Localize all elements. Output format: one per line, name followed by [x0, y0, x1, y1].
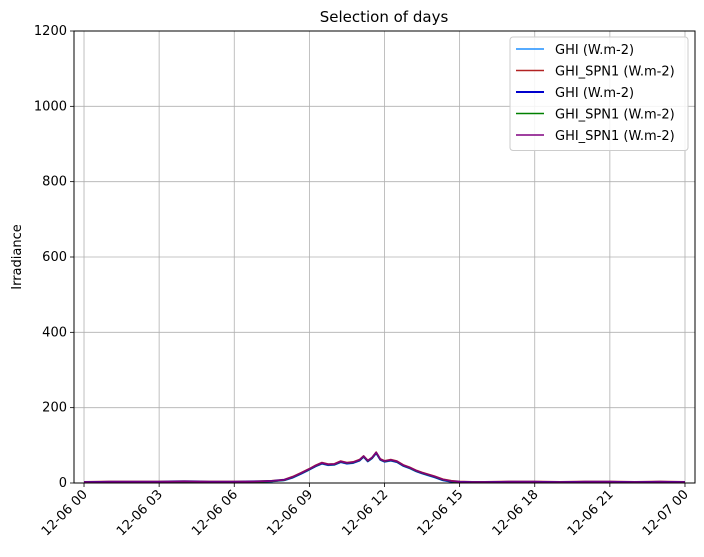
x-tick-label: 12-06 06 — [189, 487, 241, 539]
legend-entry: GHI (W.m-2) — [555, 43, 634, 58]
y-tick-label: 1200 — [34, 24, 67, 39]
x-tick-label: 12-06 03 — [114, 487, 166, 539]
legend: GHI (W.m-2) GHI_SPN1 (W.m-2) GHI (W.m-2) GH… — [509, 36, 689, 151]
y-axis: 0 200 400 600 800 1000 1200 — [34, 24, 74, 491]
legend-box — [509, 36, 689, 151]
x-tick-label: 12-06 12 — [339, 487, 391, 539]
x-tick-label: 12-06 18 — [490, 487, 542, 539]
y-tick-label: 800 — [42, 175, 67, 190]
y-tick-label: 600 — [42, 250, 67, 265]
x-tick-label: 12-07 00 — [640, 487, 692, 539]
y-tick-label: 1000 — [34, 99, 67, 114]
y-tick-label: 200 — [42, 401, 67, 416]
x-tick-label: 12-06 00 — [39, 487, 91, 539]
x-axis: 12-06 00 12-06 03 12-06 06 12-06 09 12-06 12… — [39, 483, 692, 539]
x-tick-label: 12-06 21 — [565, 487, 617, 539]
legend-entry: GHI_SPN1 (W.m-2) — [555, 65, 675, 80]
y-tick-label: 400 — [42, 325, 67, 340]
y-tick-label: 0 — [59, 476, 67, 491]
series-line-5 — [83, 451, 686, 483]
x-tick-label: 12-06 09 — [264, 487, 316, 539]
y-axis-label: Irradiance — [10, 224, 25, 289]
grid-lines — [74, 30, 695, 484]
legend-entry: GHI_SPN1 (W.m-2) — [555, 108, 675, 123]
legend-entry: GHI (W.m-2) — [555, 86, 634, 101]
legend-entry: GHI_SPN1 (W.m-2) — [555, 129, 675, 144]
x-tick-label: 12-06 15 — [415, 487, 467, 539]
chart-title: Selection of days — [320, 8, 449, 26]
